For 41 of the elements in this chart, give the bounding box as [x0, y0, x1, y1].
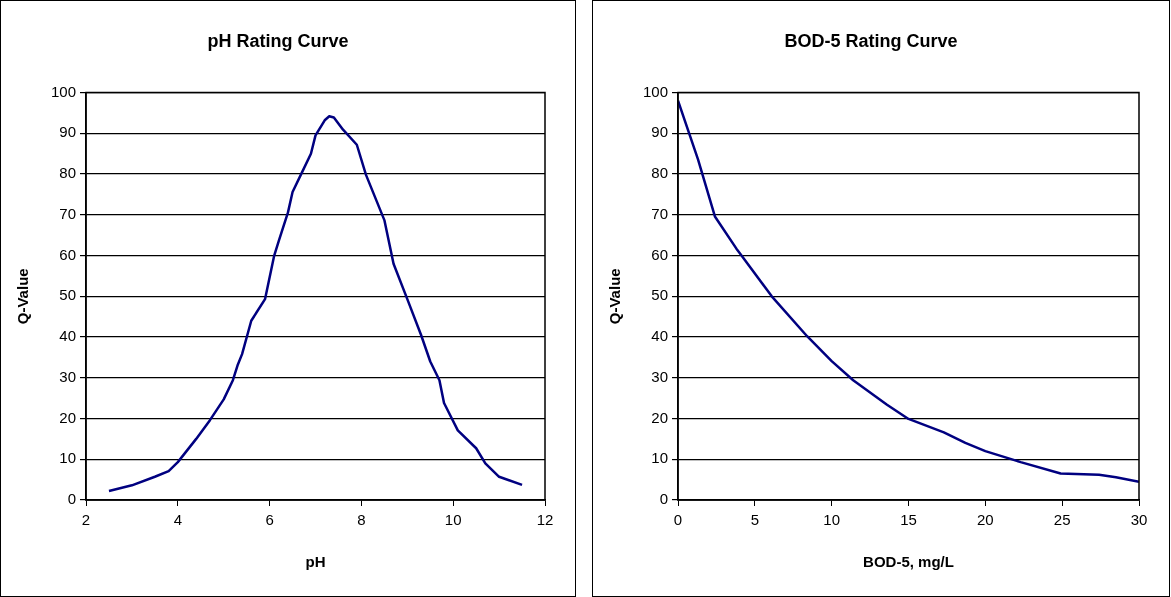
x-tick-label: 25 [1053, 511, 1071, 529]
x-tick-label: 10 [444, 511, 462, 529]
x-tick-label: 2 [81, 511, 91, 529]
y-tick-label: 0 [67, 490, 77, 508]
chart-title: BOD-5 Rating Curve [784, 30, 958, 51]
y-tick-label: 100 [51, 82, 77, 100]
y-tick-label: 70 [59, 204, 77, 222]
y-tick-label: 60 [651, 245, 669, 263]
y-tick-label: 30 [651, 367, 669, 385]
x-tick-label: 30 [1130, 511, 1148, 529]
x-axis-title: pH [305, 553, 326, 571]
y-axis-title: Q-Value [606, 268, 624, 325]
y-tick-label: 50 [651, 286, 669, 304]
x-tick-label: 20 [977, 511, 994, 529]
y-tick-label: 80 [651, 164, 669, 182]
y-tick-label: 60 [59, 245, 77, 263]
x-tick-label: 0 [673, 511, 683, 529]
y-tick-label: 90 [651, 123, 669, 141]
x-tick-label: 12 [536, 511, 554, 529]
x-tick-label: 5 [750, 511, 760, 529]
chart-title: pH Rating Curve [207, 30, 349, 51]
x-tick-label: 15 [900, 511, 917, 529]
x-tick-label: 10 [823, 511, 841, 529]
y-tick-label: 10 [59, 449, 77, 467]
y-tick-label: 30 [59, 367, 77, 385]
x-tick-label: 4 [173, 511, 182, 529]
y-tick-label: 10 [651, 449, 669, 467]
y-tick-label: 0 [659, 490, 669, 508]
x-tick-label: 8 [357, 511, 366, 529]
y-tick-label: 100 [643, 82, 669, 100]
y-tick-label: 40 [651, 327, 669, 345]
x-tick-label: 6 [265, 511, 274, 529]
y-tick-label: 50 [59, 286, 77, 304]
y-tick-label: 90 [59, 123, 77, 141]
y-tick-label: 70 [651, 204, 669, 222]
y-tick-label: 20 [59, 408, 77, 426]
y-axis-title: Q-Value [14, 268, 32, 325]
y-tick-label: 20 [651, 408, 669, 426]
x-axis-title: BOD-5, mg/L [863, 553, 954, 571]
y-tick-label: 40 [59, 327, 77, 345]
y-tick-label: 80 [59, 164, 77, 182]
